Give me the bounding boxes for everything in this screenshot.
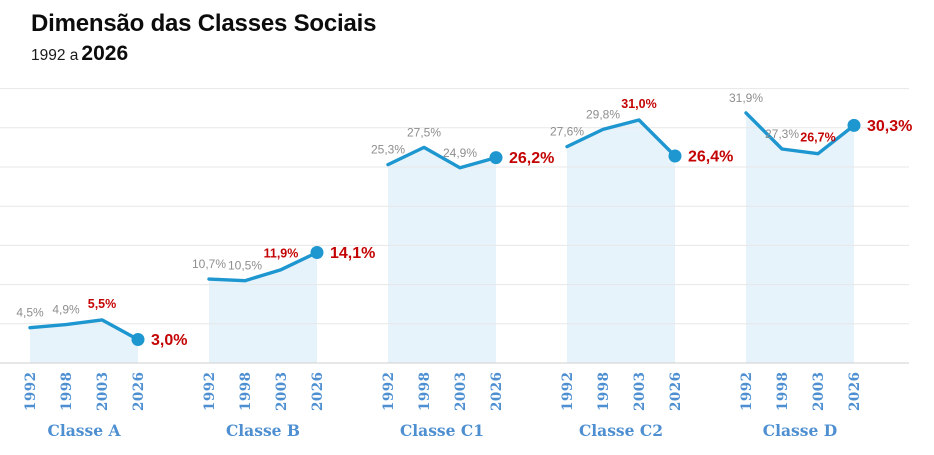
value-label-classe-c2-1992: 27,6% xyxy=(550,125,584,139)
end-dot-classe-a xyxy=(131,333,145,346)
value-label-classe-a-2003: 5,5% xyxy=(88,297,117,311)
area-fill-classe-d xyxy=(746,112,854,364)
value-label-classe-c1-2026: 26,2% xyxy=(509,150,554,167)
year-tick-classe-a-1998: 1998 xyxy=(59,371,75,411)
year-tick-classe-a-2003: 2003 xyxy=(95,371,111,411)
year-tick-classe-c1-1992: 1992 xyxy=(381,371,397,411)
year-tick-classe-c2-2003: 2003 xyxy=(632,371,648,411)
class-label-classe-d: Classe D xyxy=(763,421,837,440)
year-tick-classe-b-2026: 2026 xyxy=(310,371,326,411)
end-dot-classe-d xyxy=(847,118,861,132)
trend-line-classe-b xyxy=(207,250,319,283)
value-label-classe-b-2003: 11,9% xyxy=(264,247,299,261)
trend-line-classe-d xyxy=(744,111,856,156)
grid-layer xyxy=(0,88,909,364)
value-label-classe-a-1992: 4,5% xyxy=(16,306,44,320)
subtitle-range-prefix: 1992 a xyxy=(31,47,79,64)
year-tick-classe-d-2003: 2003 xyxy=(811,371,827,411)
chart-subtitle: 1992 a 2026 xyxy=(31,42,376,66)
value-label-classe-b-1992: 10,7% xyxy=(192,257,226,271)
value-label-classe-a-1998: 4,9% xyxy=(52,303,80,317)
year-tick-classe-c2-2026: 2026 xyxy=(668,371,684,411)
year-tick-classe-b-2003: 2003 xyxy=(274,371,290,411)
area-fill-classe-c1 xyxy=(388,147,496,363)
year-tick-classe-c1-2026: 2026 xyxy=(489,371,505,411)
end-dot-classe-c2 xyxy=(668,149,682,163)
class-label-classe-c1: Classe C1 xyxy=(400,421,484,440)
trend-line-classe-a xyxy=(28,318,140,342)
group-classe-d: 31,9% 27,3% 26,7% 30,3% 1992 1998 2003 2026 Clas… xyxy=(729,91,912,440)
area-fill-classe-b xyxy=(209,252,317,363)
value-label-classe-c2-2003: 31,0% xyxy=(621,97,656,111)
year-tick-classe-c2-1992: 1992 xyxy=(560,371,576,411)
value-label-classe-b-2026: 14,1% xyxy=(330,245,375,262)
area-fill-classe-c2 xyxy=(567,120,675,363)
value-label-classe-c1-1992: 25,3% xyxy=(371,143,405,157)
year-tick-classe-d-2026: 2026 xyxy=(847,371,863,411)
year-tick-classe-b-1992: 1992 xyxy=(202,371,218,411)
class-label-classe-b: Classe B xyxy=(226,421,300,440)
value-label-classe-d-2026: 30,3% xyxy=(867,118,912,135)
year-tick-classe-d-1998: 1998 xyxy=(775,371,791,411)
chart-header: Dimensão das Classes Sociais 1992 a 2026 xyxy=(31,10,376,66)
value-label-classe-c1-2003: 24,9% xyxy=(443,146,477,160)
class-label-classe-c2: Classe C2 xyxy=(579,421,663,440)
group-classe-c2: 27,6%29,8%31,0% 26,4% 1992 1998 2003 2026 Clas… xyxy=(550,97,733,440)
year-tick-classe-c1-2003: 2003 xyxy=(453,371,469,411)
value-label-classe-d-1992: 31,9% xyxy=(729,91,763,105)
end-dot-classe-c1 xyxy=(489,151,503,165)
year-tick-classe-a-2026: 2026 xyxy=(131,371,147,411)
subtitle-year: 2026 xyxy=(81,42,129,65)
year-tick-classe-b-1998: 1998 xyxy=(238,371,254,411)
group-classe-b: 10,7% 10,5%11,9% 14,1% 1992 1998 2003 2026 Clas… xyxy=(192,245,375,440)
group-classe-a: 4,5% 4,9% 5,5% 3,0% 1992 1998 2003 2026 Classe A xyxy=(16,297,187,440)
year-tick-classe-d-1992: 1992 xyxy=(739,371,755,411)
group-classe-c1: 25,3%27,5%24,9% 26,2% 1992 1998 2003 2026 Clas… xyxy=(371,125,554,440)
end-dot-classe-b xyxy=(310,246,324,259)
area-fill-classe-a xyxy=(30,319,138,363)
value-label-classe-c1-1998: 27,5% xyxy=(407,125,441,139)
year-tick-classe-c2-1998: 1998 xyxy=(596,371,612,411)
value-label-classe-c2-2026: 26,4% xyxy=(688,149,733,166)
trend-line-classe-c1 xyxy=(386,145,498,170)
value-label-classe-d-2003: 26,7% xyxy=(800,131,835,145)
value-label-classe-a-2026: 3,0% xyxy=(151,332,187,349)
trend-line-classe-c2 xyxy=(565,118,677,158)
year-tick-classe-c1-1998: 1998 xyxy=(417,371,433,411)
value-label-classe-d-1998: 27,3% xyxy=(765,127,799,141)
area-layer xyxy=(30,112,854,364)
year-tick-classe-a-1992: 1992 xyxy=(23,371,39,411)
value-label-classe-b-1998: 10,5% xyxy=(228,259,262,273)
class-label-classe-a: Classe A xyxy=(47,421,121,440)
value-label-classe-c2-1998: 29,8% xyxy=(586,107,620,121)
chart-title: Dimensão das Classes Sociais xyxy=(31,10,377,37)
